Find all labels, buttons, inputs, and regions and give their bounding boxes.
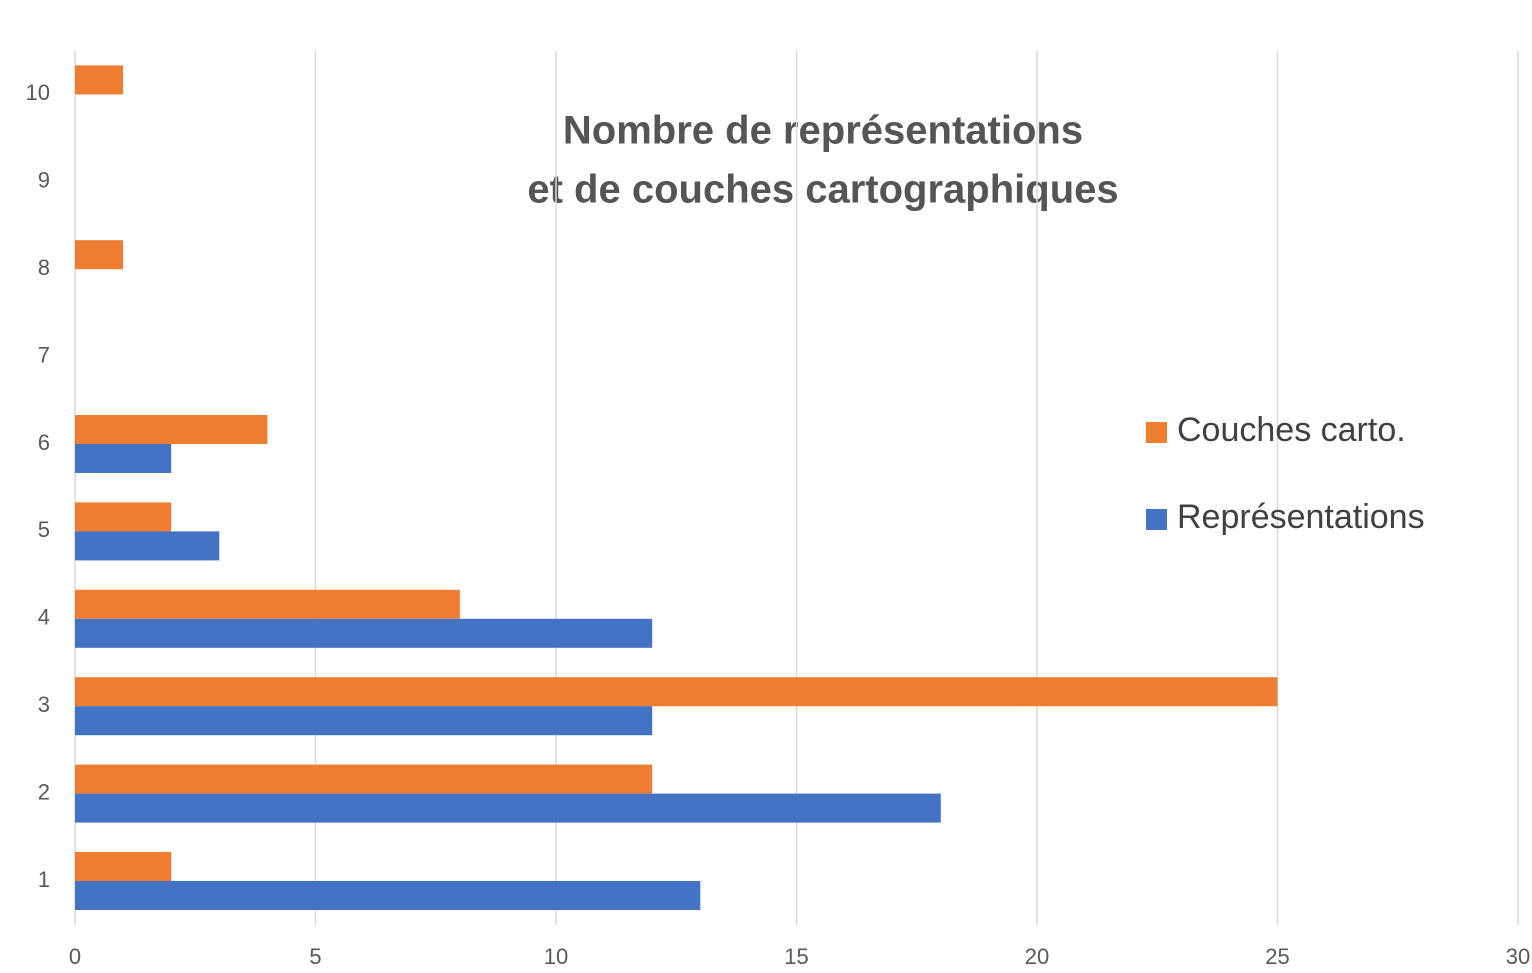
bar [75,852,172,881]
chart-title: et de couches cartographiques [527,168,1118,212]
x-tick-label: 25 [1265,944,1289,969]
bar [75,240,124,270]
y-tick-label: 3 [38,692,50,717]
y-tick-label: 10 [26,80,50,105]
bar [75,618,653,648]
x-tick-label: 0 [69,944,81,969]
x-tick-label: 5 [309,944,321,969]
bar [75,677,1278,707]
bar [75,793,941,823]
chart-title: Nombre de représentations [563,109,1083,153]
y-tick-label: 6 [38,430,50,455]
legend-label: Représentations [1177,498,1425,536]
y-tick-label: 1 [38,867,50,892]
bar [75,444,172,473]
x-tick-label: 30 [1506,944,1530,969]
y-tick-label: 7 [38,342,50,367]
bar [75,502,172,532]
y-tick-label: 5 [38,517,50,542]
bar [75,65,124,95]
x-tick-label: 10 [544,944,568,969]
bar [75,531,220,561]
bar [75,881,701,910]
bar [75,764,653,794]
y-tick-label: 2 [38,779,50,804]
legend-swatch [1146,509,1167,530]
y-tick-label: 9 [38,168,50,193]
legend-swatch [1146,422,1167,443]
bar [75,589,460,619]
y-tick-label: 8 [38,255,50,280]
bar [75,706,653,736]
bar [75,415,268,444]
x-tick-label: 15 [784,944,808,969]
legend-label: Couches carto. [1177,411,1406,449]
y-tick-label: 4 [38,605,50,630]
x-tick-label: 20 [1025,944,1049,969]
